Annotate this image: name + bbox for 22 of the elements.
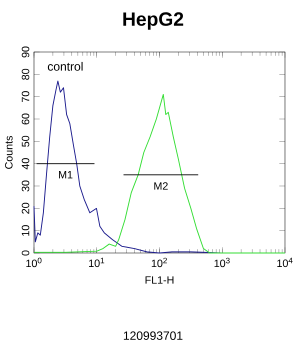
y-tick-label: 90 xyxy=(22,46,30,58)
series-label: M2 xyxy=(154,182,168,190)
chart-title: HepG2 xyxy=(123,12,184,30)
y-tick-label: 60 xyxy=(22,113,30,124)
y-axis-title: Counts xyxy=(5,136,13,169)
x-tick-label: 10$^{1}$ xyxy=(89,258,104,268)
y-tick-label: 30 xyxy=(22,180,30,192)
y-tick-label: 70 xyxy=(22,91,30,102)
y-tick-label: 40 xyxy=(22,158,30,170)
y-tick-label: 0 xyxy=(22,250,30,256)
x-tick-label: 10$^{0}$ xyxy=(26,258,42,268)
x-tick-label: 10$^{3}$ xyxy=(214,258,230,268)
annotation: control xyxy=(48,62,83,71)
y-tick-label: 50 xyxy=(22,136,30,147)
series-label: M1 xyxy=(59,171,72,178)
y-tick-label: 80 xyxy=(22,68,30,80)
x-axis-title: FL1-H xyxy=(146,276,174,284)
x-tick-label: 10$^{4}$ xyxy=(277,258,293,268)
x-tick-label: 10$^{2}$ xyxy=(152,258,167,268)
y-tick-label: 10 xyxy=(22,225,30,236)
y-tick-label: 20 xyxy=(22,202,30,214)
text: 120993701 xyxy=(124,331,182,340)
